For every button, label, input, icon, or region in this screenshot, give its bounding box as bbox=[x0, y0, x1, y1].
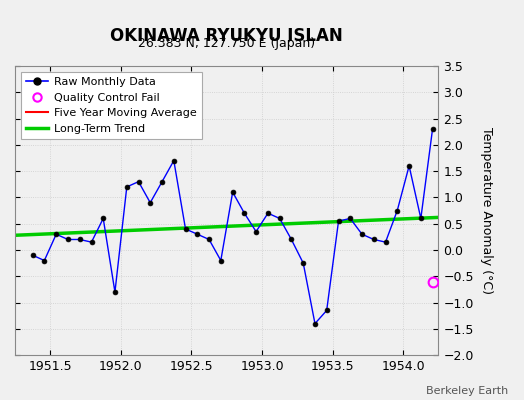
Title: OKINAWA RYUKYU ISLAN: OKINAWA RYUKYU ISLAN bbox=[111, 27, 343, 45]
Text: 26.383 N, 127.750 E (Japan): 26.383 N, 127.750 E (Japan) bbox=[138, 37, 315, 50]
Legend: Raw Monthly Data, Quality Control Fail, Five Year Moving Average, Long-Term Tren: Raw Monthly Data, Quality Control Fail, … bbox=[20, 72, 202, 139]
Text: Berkeley Earth: Berkeley Earth bbox=[426, 386, 508, 396]
Y-axis label: Temperature Anomaly (°C): Temperature Anomaly (°C) bbox=[481, 127, 493, 294]
